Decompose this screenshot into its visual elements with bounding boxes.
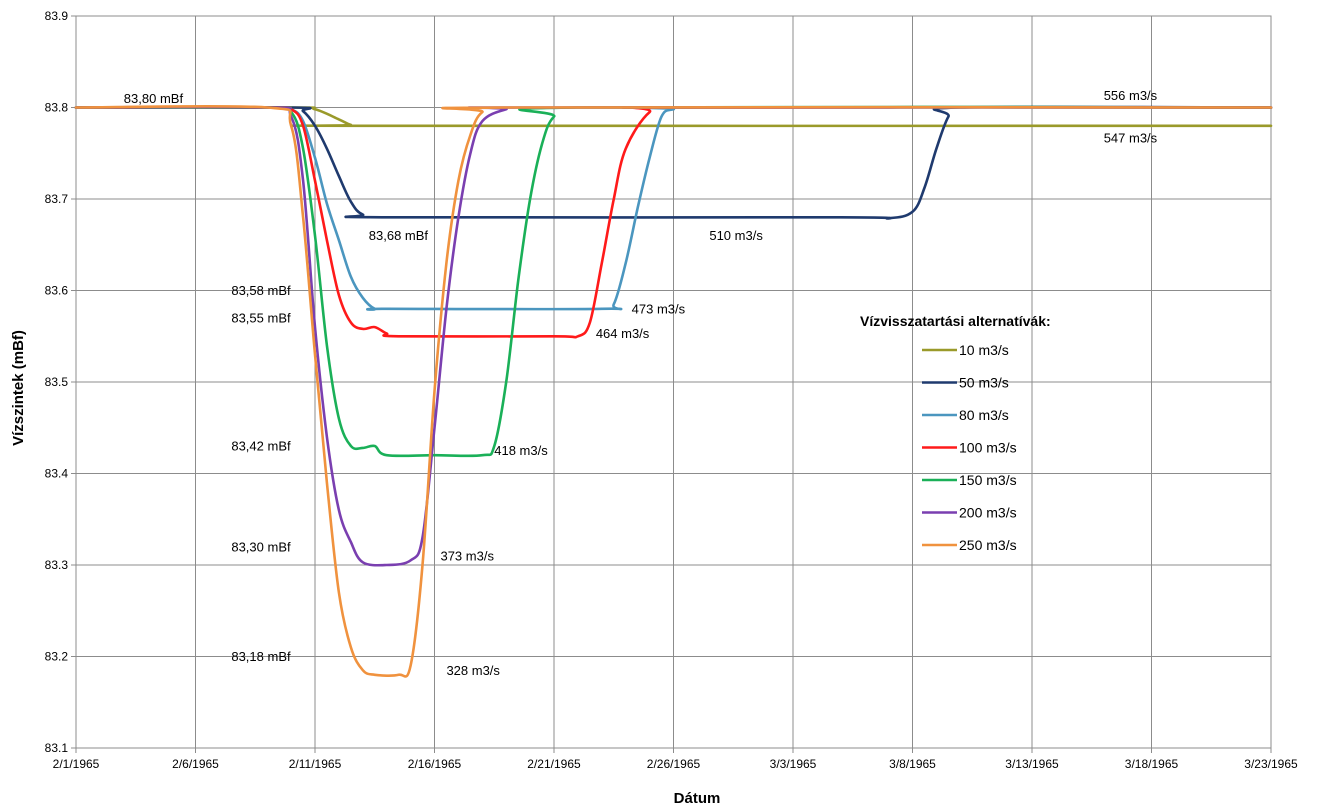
data-annotation: 373 m3/s [440,548,494,563]
x-tick-label: 2/26/1965 [647,757,701,771]
y-tick-label: 83.4 [45,467,69,481]
x-tick-label: 2/21/1965 [527,757,581,771]
x-tick-label: 2/11/1965 [289,757,342,771]
series-line-7 [74,104,1273,678]
x-tick-label: 3/23/1965 [1244,757,1298,771]
plot-annotations: 83,80 mBf 83,68 mBf 83,58 mBf 83,55 mBf 83,4… [124,88,1158,678]
y-tick-label: 83.5 [45,375,69,389]
legend-label-4: 100 m3/s [959,440,1017,456]
y-axis-title: Vízszintek (mBf) [10,330,27,446]
plot-axes: 83.1 83.2 83.3 83.4 83.5 83.6 83.7 83.8 83.9 2/1/… [45,9,1298,771]
data-annotation: 510 m3/s [709,228,763,243]
data-annotation: 547 m3/s [1104,130,1158,145]
y-tick-label: 83.7 [45,192,69,206]
x-tick-label: 3/8/1965 [889,757,936,771]
data-annotation: 328 m3/s [446,663,500,678]
y-tick-label: 83.8 [45,101,69,115]
data-annotation: 83,58 mBf [231,283,291,298]
legend: Vízvisszatartási alternatívák: 10 m3/s 50 … [860,313,1051,553]
data-annotation: 418 m3/s [494,443,548,458]
y-tick-label: 83.9 [45,9,69,23]
y-tick-label: 83.2 [45,650,69,664]
legend-label-3: 80 m3/s [959,407,1009,423]
data-annotation: 83,80 mBf [124,91,184,106]
data-annotation: 556 m3/s [1104,88,1158,103]
data-annotation: 464 m3/s [596,326,650,341]
x-tick-label: 2/1/1965 [53,757,100,771]
data-annotation: 473 m3/s [632,301,686,316]
plot-series [74,104,1273,678]
y-tick-label: 83.3 [45,558,69,572]
data-annotation: 83,55 mBf [231,311,291,326]
x-tick-label: 3/13/1965 [1005,757,1059,771]
x-tick-label: 3/3/1965 [770,757,817,771]
x-tick-label: 3/18/1965 [1125,757,1179,771]
legend-title: Vízvisszatartási alternatívák: [860,313,1051,329]
legend-label-1: 10 m3/s [959,342,1009,358]
legend-label-6: 200 m3/s [959,505,1017,521]
plot-area-border [75,15,1272,749]
legend-label-5: 150 m3/s [959,472,1017,488]
legend-label-2: 50 m3/s [959,375,1009,391]
y-tick-label: 83.6 [45,284,69,298]
x-tick-label: 2/16/1965 [408,757,462,771]
data-annotation: 83,68 mBf [369,228,429,243]
x-tick-label: 2/6/1965 [172,757,219,771]
data-annotation: 83,18 mBf [231,649,291,664]
series-line-5 [74,105,1273,458]
y-tick-label: 83.1 [45,741,69,755]
data-annotation: 83,42 mBf [231,439,291,454]
data-annotation: 83,30 mBf [231,539,291,554]
series-line-2 [74,105,1273,220]
legend-label-7: 250 m3/s [959,537,1017,553]
x-axis-title: Dátum [674,790,721,807]
